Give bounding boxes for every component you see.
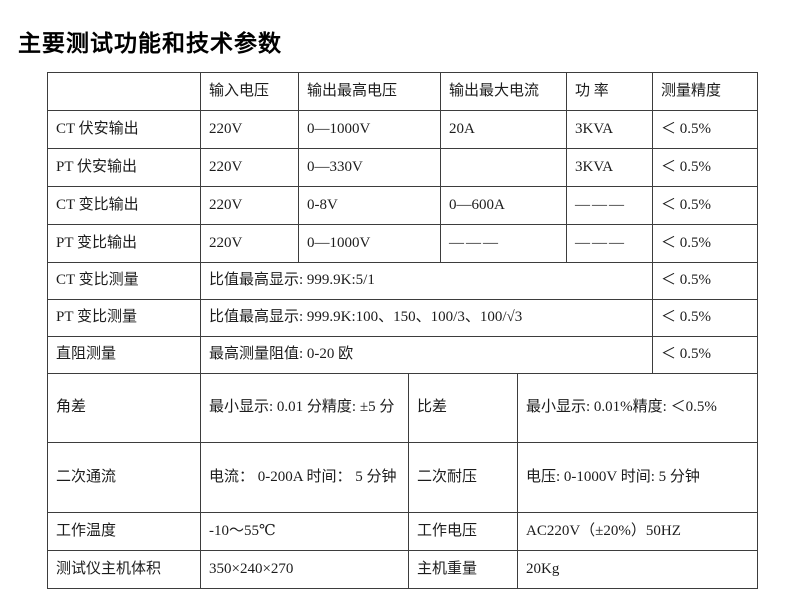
- row-label: CT 变比测量: [47, 262, 201, 300]
- spec-table: 输入电压 输出最高电压 输出最大电流 功 率 测量精度 CT 伏安输出 220V…: [47, 72, 759, 589]
- cell-accuracy: ＜ 0.5%: [652, 148, 759, 187]
- cell-measure-value: 比值最高显示: 999.9K:100、150、100/3、100/√3: [199, 299, 654, 337]
- cell-max-current: 0—600A: [440, 186, 568, 225]
- table-row-ct-volt-amp-output: CT 伏安输出 220V 0—1000V 20A 3KVA ＜ 0.5%: [47, 110, 759, 149]
- cell-accuracy: ＜ 0.5%: [652, 110, 759, 149]
- header-accuracy: 测量精度: [652, 72, 759, 111]
- cell-max-voltage: 0—330V: [297, 148, 442, 187]
- cell-max-voltage: 0—1000V: [297, 110, 442, 149]
- table-row-secondary-current: 二次通流 电流： 0-200A 时间： 5 分钟 二次耐压 电压: 0-1000…: [47, 442, 759, 513]
- header-max-output-voltage: 输出最高电压: [297, 72, 442, 111]
- row-label: PT 变比测量: [47, 299, 201, 337]
- cell-accuracy: ＜ 0.5%: [652, 186, 759, 225]
- cell-pair-value-1: 电流： 0-200A 时间： 5 分钟: [200, 442, 409, 513]
- cell-pair-value-2: 电压: 0-1000V 时间: 5 分钟: [517, 442, 759, 513]
- cell-input-voltage: 220V: [200, 148, 299, 187]
- table-row-pt-ratio-measure: PT 变比测量 比值最高显示: 999.9K:100、150、100/3、100…: [47, 299, 759, 337]
- row-label: 工作温度: [47, 512, 201, 551]
- cell-max-voltage: 0-8V: [297, 186, 442, 225]
- table-header-row: 输入电压 输出最高电压 输出最大电流 功 率 测量精度: [47, 72, 759, 111]
- table-row-pt-ratio-output: PT 变比输出 220V 0—1000V ——— ——— ＜ 0.5%: [47, 224, 759, 263]
- cell-pair-value-2: 最小显示: 0.01%精度: ＜0.5%: [517, 373, 759, 443]
- cell-accuracy: ＜ 0.5%: [652, 224, 759, 263]
- cell-power: 3KVA: [566, 148, 654, 187]
- cell-max-current: [440, 148, 568, 187]
- cell-power: 3KVA: [566, 110, 654, 149]
- row-label: 测试仪主机体积: [47, 550, 201, 589]
- table-row-angle-error: 角差 最小显示: 0.01 分精度: ±5 分 比差 最小显示: 0.01%精度…: [47, 373, 759, 443]
- cell-accuracy: ＜ 0.5%: [652, 336, 759, 374]
- row-label: PT 伏安输出: [47, 148, 201, 187]
- cell-power: ———: [566, 186, 654, 225]
- cell-input-voltage: 220V: [200, 110, 299, 149]
- cell-measure-value: 最高测量阻值: 0-20 欧: [199, 336, 654, 374]
- cell-pair-value-1: 350×240×270: [200, 550, 409, 589]
- cell-input-voltage: 220V: [200, 224, 299, 263]
- cell-accuracy: ＜ 0.5%: [652, 299, 759, 337]
- header-input-voltage: 输入电压: [200, 72, 299, 111]
- cell-pair-value-2: AC220V（±20%）50HZ: [517, 512, 759, 551]
- table-row-ct-ratio-output: CT 变比输出 220V 0-8V 0—600A ——— ＜ 0.5%: [47, 186, 759, 225]
- row-label: PT 变比输出: [47, 224, 201, 263]
- row-label-2: 二次耐压: [407, 442, 519, 513]
- cell-accuracy: ＜ 0.5%: [652, 262, 759, 300]
- table-row-main-unit-size: 测试仪主机体积 350×240×270 主机重量 20Kg: [47, 550, 759, 589]
- table-row-ct-ratio-measure: CT 变比测量 比值最高显示: 999.9K:5/1 ＜ 0.5%: [47, 262, 759, 300]
- header-power: 功 率: [566, 72, 654, 111]
- page-title: 主要测试功能和技术参数: [18, 31, 282, 56]
- cell-power: ———: [566, 224, 654, 263]
- cell-measure-value: 比值最高显示: 999.9K:5/1: [199, 262, 654, 300]
- row-label-2: 比差: [407, 373, 519, 443]
- row-label-2: 工作电压: [407, 512, 519, 551]
- cell-input-voltage: 220V: [200, 186, 299, 225]
- table-row-dc-resistance-measure: 直阻测量 最高测量阻值: 0-20 欧 ＜ 0.5%: [47, 336, 759, 374]
- header-blank-cell: [47, 72, 201, 111]
- row-label: 角差: [47, 373, 201, 443]
- header-max-output-current: 输出最大电流: [440, 72, 568, 111]
- table-row-pt-volt-amp-output: PT 伏安输出 220V 0—330V 3KVA ＜ 0.5%: [47, 148, 759, 187]
- row-label: CT 伏安输出: [47, 110, 201, 149]
- table-row-working-temperature: 工作温度 -10～55℃ 工作电压 AC220V（±20%）50HZ: [47, 512, 759, 551]
- row-label: 二次通流: [47, 442, 201, 513]
- cell-max-current: 20A: [440, 110, 568, 149]
- row-label: CT 变比输出: [47, 186, 201, 225]
- cell-max-current: ———: [440, 224, 568, 263]
- row-label: 直阻测量: [47, 336, 201, 374]
- cell-pair-value-2: 20Kg: [517, 550, 759, 589]
- cell-max-voltage: 0—1000V: [297, 224, 442, 263]
- cell-pair-value-1: 最小显示: 0.01 分精度: ±5 分: [200, 373, 409, 443]
- row-label-2: 主机重量: [407, 550, 519, 589]
- cell-pair-value-1: -10～55℃: [200, 512, 409, 551]
